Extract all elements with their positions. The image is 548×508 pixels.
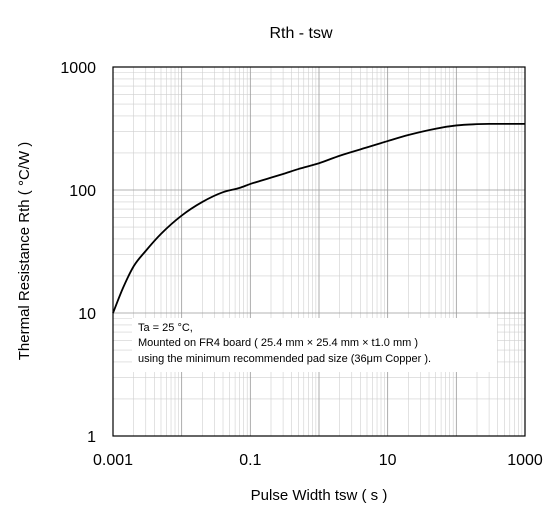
x-tick-label: 10 [379,452,397,469]
x-tick-label: 1000 [507,452,543,469]
annotation-background [132,318,497,372]
y-tick-label: 1 [87,429,96,446]
chart-title: Rth - tsw [269,25,333,42]
y-tick-label: 100 [69,183,96,200]
x-tick-label: 0.1 [239,452,261,469]
y-tick-label: 1000 [60,60,96,77]
annotation-line-3: using the minimum recommended pad size (… [138,353,431,365]
annotation-line-2: Mounted on FR4 board ( 25.4 mm × 25.4 mm… [138,337,418,349]
x-tick-label: 0.001 [93,452,133,469]
y-axis-label: Thermal Resistance Rth ( °C/W ) [16,142,33,361]
x-axis-label: Pulse Width tsw ( s ) [251,487,388,504]
x-tick-labels: 0.001 0.1 10 1000 [93,452,543,469]
series-line [112,122,525,314]
annotation-line-1: Ta = 25 °C, [138,322,193,334]
y-tick-labels: 1 10 100 1000 [60,60,96,446]
y-tick-label: 10 [78,306,96,323]
grid-major [113,67,525,436]
plot-area-frame [112,66,526,437]
